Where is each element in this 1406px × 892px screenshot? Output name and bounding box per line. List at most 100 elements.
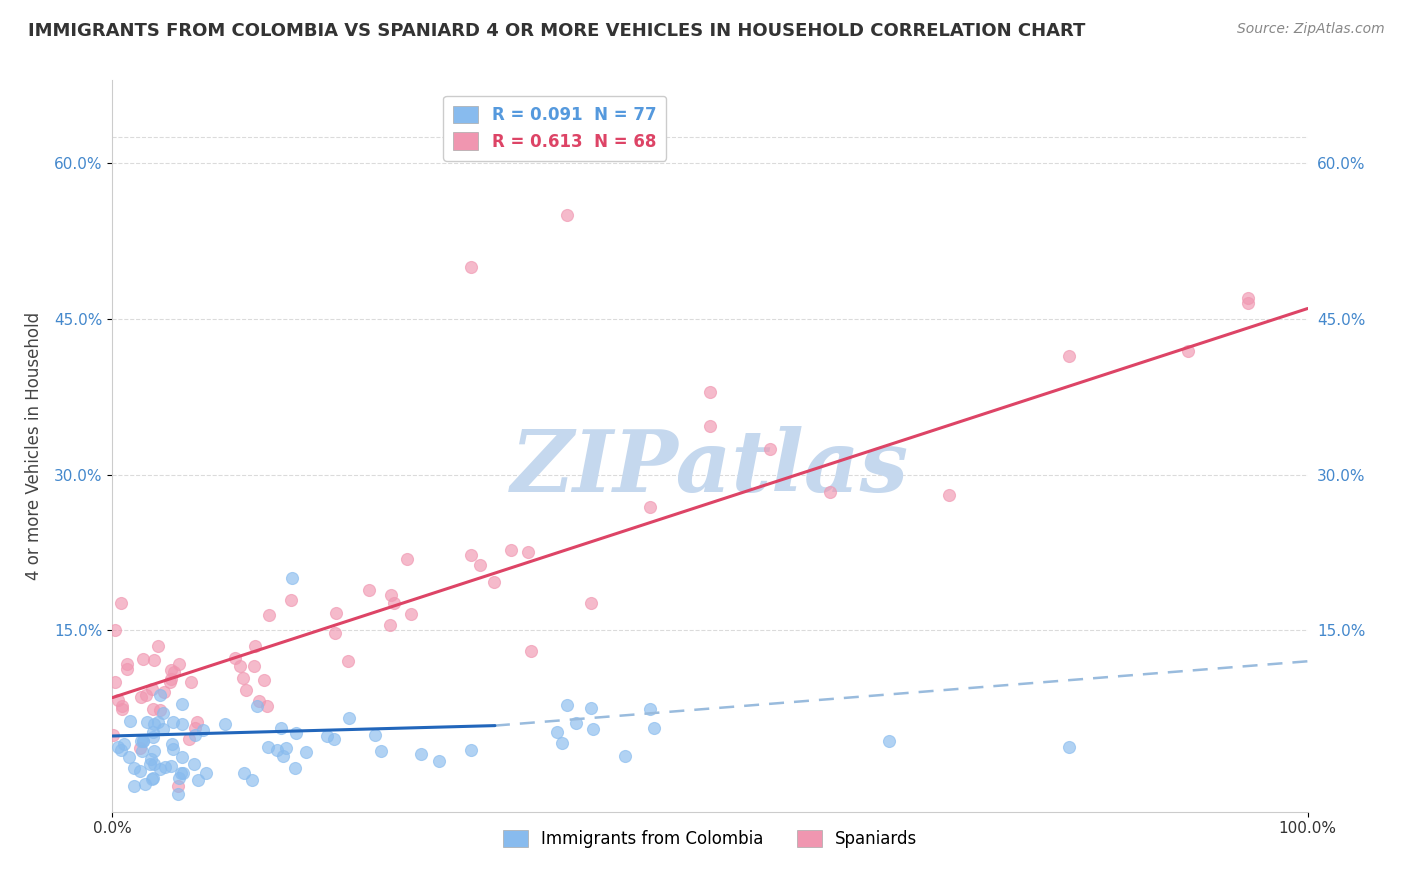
Point — [153, 685, 176, 699]
Point — [270, 721, 292, 735]
Point — [191, 723, 214, 737]
Point — [167, 787, 190, 801]
Point — [143, 653, 166, 667]
Point — [110, 743, 132, 757]
Legend: Immigrants from Colombia, Spaniards: Immigrants from Colombia, Spaniards — [496, 823, 924, 855]
Point — [110, 596, 132, 610]
Point — [148, 714, 170, 729]
Point — [132, 651, 155, 665]
Point — [131, 744, 153, 758]
Point — [118, 750, 141, 764]
Point — [172, 766, 194, 780]
Point — [879, 733, 901, 747]
Point — [139, 757, 162, 772]
Point — [294, 745, 316, 759]
Point — [214, 717, 236, 731]
Point — [460, 260, 482, 274]
Point — [167, 771, 190, 785]
Point — [271, 748, 294, 763]
Point — [364, 728, 387, 742]
Point — [180, 675, 202, 690]
Point — [163, 665, 186, 680]
Point — [107, 739, 129, 754]
Point — [117, 662, 139, 676]
Point — [195, 765, 218, 780]
Point — [184, 721, 207, 735]
Point — [337, 654, 360, 668]
Point — [614, 749, 637, 764]
Point — [253, 673, 276, 687]
Point — [166, 779, 188, 793]
Point — [411, 747, 433, 762]
Point — [139, 752, 162, 766]
Point — [315, 729, 337, 743]
Point — [581, 701, 603, 715]
Point — [111, 701, 134, 715]
Point — [124, 761, 146, 775]
Point — [149, 762, 172, 776]
Point — [170, 765, 193, 780]
Point — [160, 663, 183, 677]
Point — [129, 733, 152, 747]
Point — [142, 757, 165, 772]
Point — [152, 706, 174, 720]
Point — [582, 722, 605, 736]
Point — [285, 725, 308, 739]
Point — [550, 736, 572, 750]
Point — [142, 772, 165, 786]
Point — [149, 688, 172, 702]
Point — [240, 773, 263, 788]
Point — [142, 717, 165, 731]
Point — [135, 688, 157, 702]
Point — [281, 571, 304, 585]
Point — [162, 742, 184, 756]
Point — [1237, 296, 1260, 310]
Point — [380, 588, 402, 602]
Point — [468, 558, 491, 572]
Point — [256, 699, 278, 714]
Point — [159, 672, 181, 686]
Point — [128, 740, 150, 755]
Point — [115, 657, 138, 672]
Point — [129, 690, 152, 705]
Point — [112, 737, 135, 751]
Point — [378, 618, 401, 632]
Point — [142, 730, 165, 744]
Point — [564, 716, 586, 731]
Point — [245, 639, 267, 653]
Point — [818, 485, 841, 500]
Point — [249, 694, 271, 708]
Point — [325, 606, 347, 620]
Point — [107, 693, 129, 707]
Point — [143, 744, 166, 758]
Point — [499, 542, 522, 557]
Point — [482, 574, 505, 589]
Point — [149, 703, 172, 717]
Point — [132, 734, 155, 748]
Point — [460, 548, 482, 562]
Point — [1057, 349, 1080, 363]
Point — [104, 674, 127, 689]
Point — [146, 639, 169, 653]
Point — [187, 773, 209, 788]
Point — [152, 722, 174, 736]
Point — [159, 675, 181, 690]
Point — [401, 607, 423, 621]
Point — [555, 208, 578, 222]
Point — [136, 715, 159, 730]
Point — [235, 683, 257, 698]
Point — [323, 626, 346, 640]
Point — [246, 698, 269, 713]
Point — [232, 671, 254, 685]
Point — [224, 650, 246, 665]
Point — [179, 731, 201, 746]
Point — [153, 760, 176, 774]
Point — [162, 714, 184, 729]
Point — [427, 754, 450, 768]
Point — [259, 608, 281, 623]
Point — [280, 592, 302, 607]
Point — [276, 741, 298, 756]
Point — [172, 717, 194, 731]
Y-axis label: 4 or more Vehicles in Household: 4 or more Vehicles in Household — [25, 312, 44, 580]
Point — [132, 733, 155, 747]
